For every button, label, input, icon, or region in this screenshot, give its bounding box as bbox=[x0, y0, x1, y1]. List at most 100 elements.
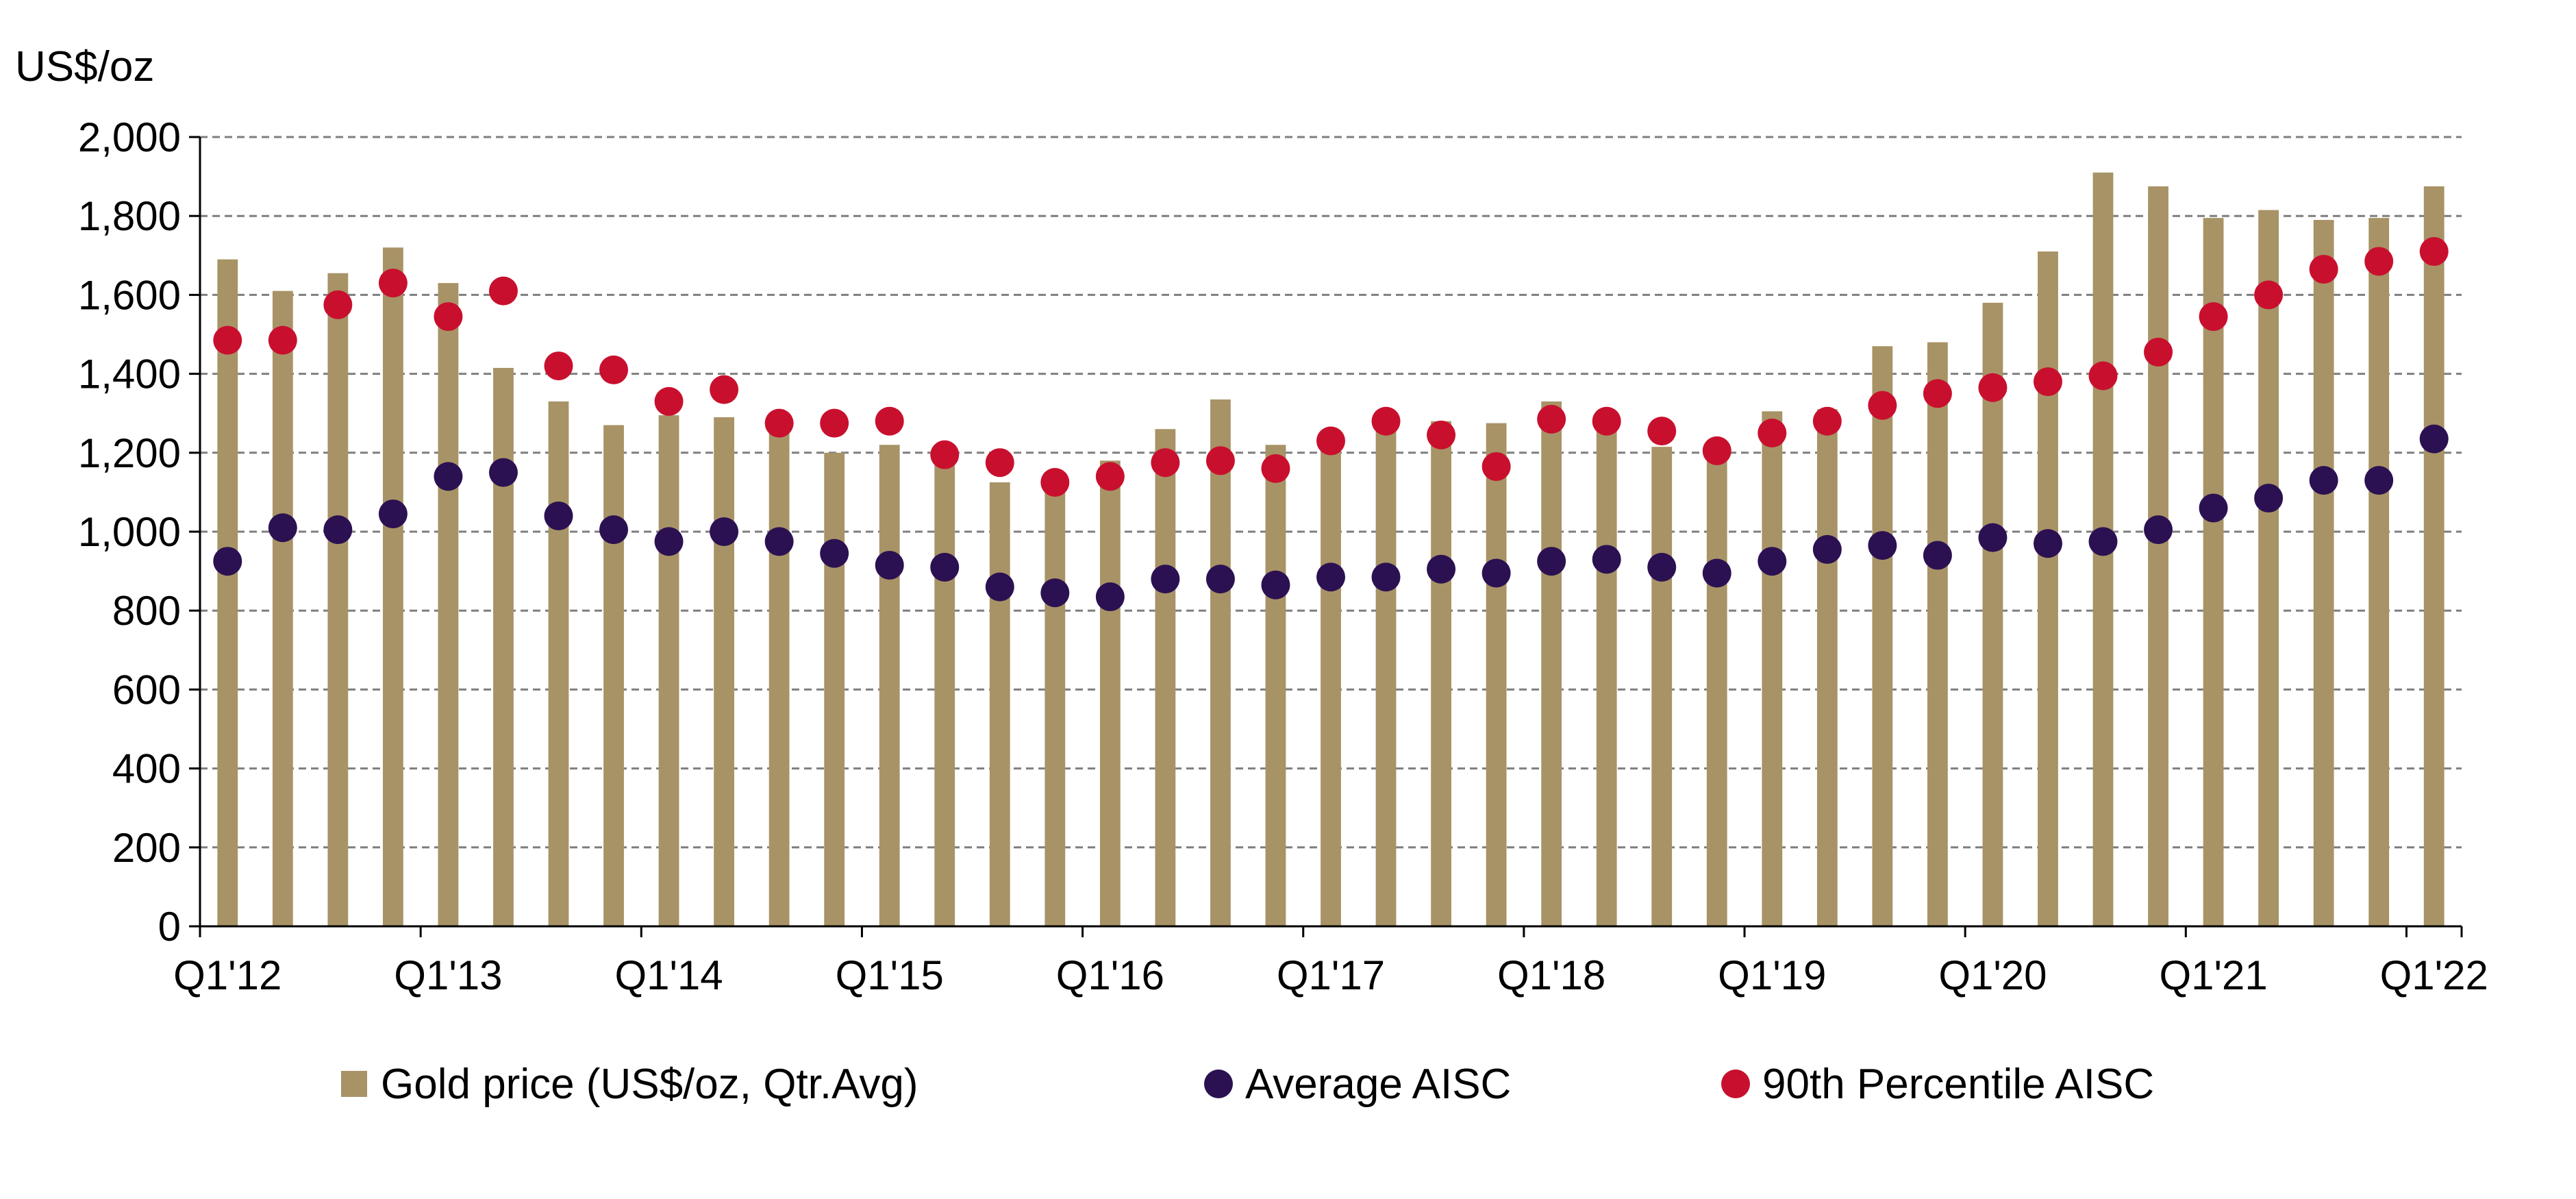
p90-aisc-point-Q3'13 bbox=[544, 351, 573, 381]
y-tick-label: 1,200 bbox=[78, 430, 181, 476]
p90-aisc-point-Q1'12 bbox=[213, 325, 242, 355]
bar-Q4'13 bbox=[603, 425, 624, 926]
y-tick-labels: 0 200 400 600 800 1,000 1,200 1,400 1,600 1,800 2,… bbox=[78, 114, 181, 950]
bar-Q4'17 bbox=[1486, 423, 1507, 926]
bar-Q3'19 bbox=[1872, 346, 1893, 926]
bar-Q3'12 bbox=[327, 273, 349, 927]
bar-Q1'17 bbox=[1321, 445, 1341, 926]
avg-aisc-point-Q3'16 bbox=[1205, 565, 1235, 594]
bar-Q1'13 bbox=[438, 283, 459, 926]
avg-aisc-point-Q4'14 bbox=[820, 539, 849, 568]
avg-aisc-point-Q1'22 bbox=[2419, 424, 2449, 454]
avg-aisc-point-Q1'19 bbox=[1758, 547, 1787, 576]
avg-aisc-point-Q2'16 bbox=[1151, 565, 1180, 594]
avg-aisc-point-Q1'20 bbox=[1978, 523, 2008, 552]
avg-aisc-point-Q3'19 bbox=[1868, 531, 1897, 560]
x-tick-labels: Q1'12 Q1'13 Q1'14 Q1'15 Q1'16 Q1'17 Q1'18 Q1'19… bbox=[173, 952, 2488, 998]
p90-aisc-point-Q4'18 bbox=[1702, 436, 1731, 465]
bar-Q2'14 bbox=[714, 417, 734, 926]
bar-Q2'16 bbox=[1155, 429, 1176, 926]
p90-aisc-point-Q4'16 bbox=[1261, 454, 1290, 483]
avg-aisc-point-Q2'15 bbox=[930, 552, 960, 582]
bar-Q1'16 bbox=[1099, 460, 1121, 926]
p90-aisc-point-Q3'12 bbox=[323, 290, 353, 319]
avg-aisc-point-Q1'13 bbox=[434, 462, 463, 491]
average-aisc-points bbox=[213, 424, 2449, 612]
bar-Q2'21 bbox=[2258, 210, 2279, 926]
p90-aisc-point-Q1'13 bbox=[434, 302, 463, 332]
x-tick-label: Q1'16 bbox=[1056, 952, 1164, 998]
p90-aisc-point-Q3'21 bbox=[2309, 254, 2338, 284]
y-tick-label: 0 bbox=[158, 904, 181, 950]
y-tick-label: 1,000 bbox=[78, 509, 181, 555]
p90-aisc-point-Q2'17 bbox=[1371, 406, 1401, 436]
bar-Q1'19 bbox=[1762, 411, 1783, 926]
p90-aisc-point-Q2'19 bbox=[1812, 406, 1842, 436]
bar-Q1'21 bbox=[2203, 218, 2224, 927]
p90-aisc-point-Q1'15 bbox=[875, 406, 904, 436]
avg-aisc-point-Q4'13 bbox=[599, 515, 629, 545]
p90-aisc-point-Q2'16 bbox=[1151, 448, 1180, 478]
legend: Gold price (US$/oz, Qtr.Avg) Average AISC… bbox=[341, 1061, 2154, 1108]
avg-aisc-point-Q1'16 bbox=[1095, 582, 1125, 612]
x-tick-label: Q1'17 bbox=[1277, 952, 1385, 998]
avg-aisc-point-Q2'20 bbox=[2033, 529, 2062, 558]
bar-Q1'22 bbox=[2423, 186, 2444, 926]
p90-aisc-point-Q1'19 bbox=[1758, 419, 1787, 447]
avg-aisc-point-Q2'21 bbox=[2254, 484, 2284, 513]
x-tick-label: Q1'21 bbox=[2159, 952, 2267, 998]
x-tick-label: Q1'15 bbox=[836, 952, 944, 998]
avg-aisc-point-Q3'12 bbox=[323, 515, 353, 545]
avg-aisc-point-Q2'12 bbox=[268, 513, 297, 543]
bar-Q2'19 bbox=[1816, 409, 1838, 926]
avg-aisc-point-Q3'20 bbox=[2088, 527, 2118, 556]
bar-Q2'18 bbox=[1596, 411, 1617, 926]
p90-aisc-point-Q4'14 bbox=[820, 408, 849, 438]
bar-Q3'13 bbox=[548, 401, 569, 926]
avg-aisc-point-Q4'18 bbox=[1702, 558, 1731, 588]
legend-average-aisc-marker bbox=[1204, 1070, 1233, 1098]
y-tick-label: 800 bbox=[112, 588, 181, 634]
p90-aisc-point-Q1'18 bbox=[1537, 404, 1566, 434]
bar-Q4'15 bbox=[1045, 490, 1066, 926]
p90-aisc-point-Q1'22 bbox=[2419, 237, 2449, 267]
p90-aisc-point-Q4'12 bbox=[378, 269, 408, 298]
p90-aisc-point-Q4'15 bbox=[1040, 468, 1070, 497]
x-tick-label: Q1'22 bbox=[2380, 952, 2488, 998]
p90-aisc-point-Q2'18 bbox=[1592, 406, 1621, 436]
avg-aisc-point-Q1'17 bbox=[1316, 563, 1345, 592]
p90-aisc-point-Q2'21 bbox=[2254, 280, 2284, 310]
p90-aisc-point-Q1'14 bbox=[654, 386, 684, 416]
legend-average-aisc-label: Average AISC bbox=[1245, 1061, 1511, 1108]
bar-Q2'12 bbox=[272, 291, 293, 926]
bar-Q4'20 bbox=[2148, 186, 2168, 926]
y-tick-label: 2,000 bbox=[78, 114, 181, 160]
bar-Q4'16 bbox=[1265, 445, 1286, 926]
avg-aisc-point-Q1'14 bbox=[654, 527, 684, 556]
bar-Q4'18 bbox=[1706, 443, 1727, 926]
bar-Q3'16 bbox=[1210, 399, 1231, 926]
bar-Q2'17 bbox=[1375, 431, 1397, 926]
gold-price-bars bbox=[217, 172, 2444, 927]
axes bbox=[189, 136, 2463, 937]
avg-aisc-point-Q1'12 bbox=[213, 547, 242, 576]
bar-Q3'18 bbox=[1651, 447, 1673, 926]
y-tick-label: 1,600 bbox=[78, 272, 181, 318]
y-tick-label: 1,800 bbox=[78, 193, 181, 239]
avg-aisc-point-Q1'21 bbox=[2199, 493, 2228, 523]
p90-aisc-point-Q3'17 bbox=[1427, 420, 1456, 449]
avg-aisc-point-Q1'15 bbox=[875, 550, 904, 580]
bar-Q3'14 bbox=[768, 421, 790, 926]
p90-aisc-point-Q4'13 bbox=[599, 355, 629, 384]
p90-aisc-point-Q2'14 bbox=[710, 375, 739, 404]
avg-aisc-point-Q4'16 bbox=[1261, 570, 1290, 600]
legend-gold-price-label: Gold price (US$/oz, Qtr.Avg) bbox=[381, 1061, 918, 1108]
avg-aisc-point-Q3'21 bbox=[2309, 466, 2338, 495]
p90-aisc-point-Q2'20 bbox=[2033, 367, 2062, 397]
y-tick-label: 200 bbox=[112, 825, 181, 871]
p90-aisc-point-Q4'17 bbox=[1481, 452, 1511, 481]
p90-aisc-point-Q3'18 bbox=[1647, 417, 1677, 446]
y-tick-label: 600 bbox=[112, 667, 181, 713]
legend-gold-price-swatch bbox=[341, 1071, 367, 1097]
avg-aisc-point-Q2'14 bbox=[710, 517, 739, 546]
